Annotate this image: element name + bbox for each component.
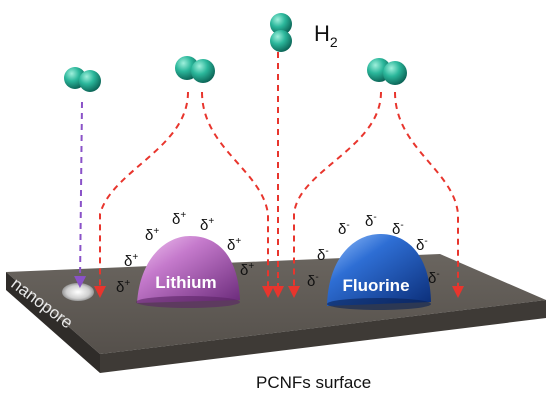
lithium-dome xyxy=(137,236,240,303)
h2-molecule-top xyxy=(270,13,292,52)
lithium-label: Lithium xyxy=(155,273,216,292)
fluorine-charges: δ- δ- δ- δ- δ- δ- δ- xyxy=(307,212,440,290)
delta-minus-4: δ- xyxy=(317,246,329,264)
adsorption-paths xyxy=(94,52,464,298)
delta-plus-4: δ+ xyxy=(227,236,241,254)
path-lithium-left xyxy=(94,91,189,298)
delta-minus-6: δ- xyxy=(307,272,319,290)
delta-plus-6: δ+ xyxy=(240,261,254,279)
path-nanopore xyxy=(74,101,87,288)
h2-molecule-left xyxy=(64,67,101,92)
delta-plus-3: δ+ xyxy=(145,226,159,244)
delta-minus-5: δ- xyxy=(416,236,428,254)
delta-plus-1: δ+ xyxy=(172,210,186,228)
lithium-charges: δ+ δ+ δ+ δ+ δ+ δ+ δ+ xyxy=(116,210,254,296)
fluorine-label: Fluorine xyxy=(342,276,409,295)
path-lithium-right xyxy=(201,91,274,298)
delta-minus-2: δ- xyxy=(338,220,350,238)
fluorine-dome xyxy=(327,234,431,306)
nanopore-hole xyxy=(62,283,94,301)
path-fluorine-right xyxy=(394,91,464,298)
delta-plus-7: δ+ xyxy=(116,278,130,296)
delta-plus-2: δ+ xyxy=(200,216,214,234)
delta-plus-5: δ+ xyxy=(124,252,138,270)
h2-label: H2 xyxy=(314,21,338,50)
pcnfs-surface-label: PCNFs surface xyxy=(256,373,371,392)
delta-minus-3: δ- xyxy=(392,220,404,238)
delta-minus-1: δ- xyxy=(365,212,377,230)
pcnfs-surface-slab xyxy=(6,254,546,373)
h2-molecule-fluorine xyxy=(367,58,407,85)
delta-minus-7: δ- xyxy=(428,269,440,287)
h2-molecule-lithium xyxy=(175,56,215,83)
path-fluorine-left xyxy=(288,91,382,298)
